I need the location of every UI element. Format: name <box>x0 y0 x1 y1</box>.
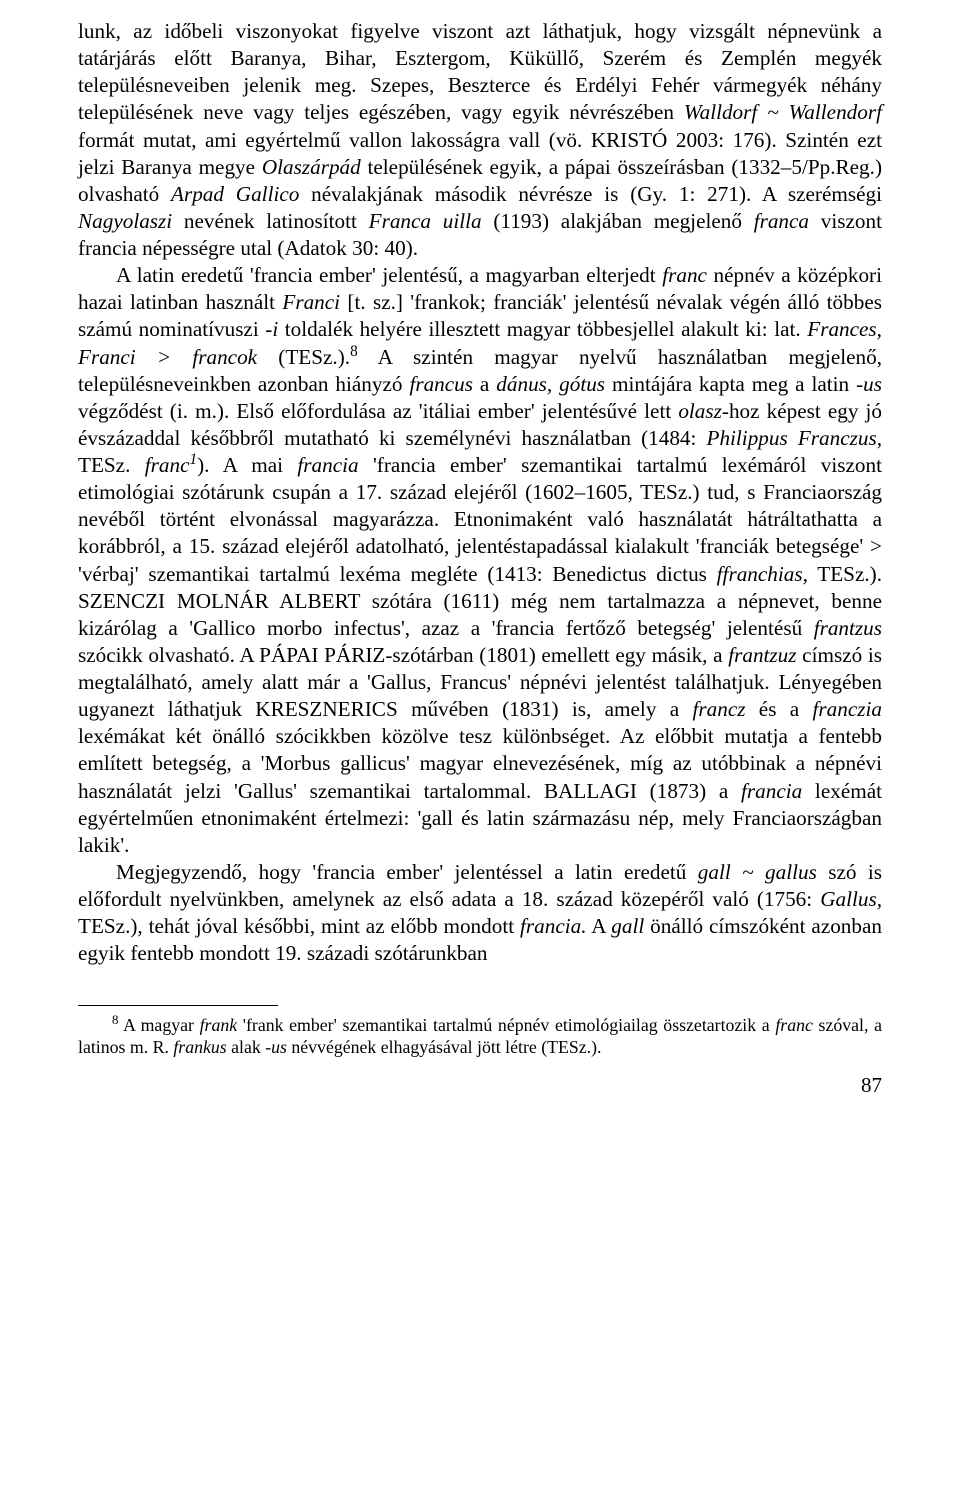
footnote-separator <box>78 1005 278 1006</box>
text-smallcaps: LBERT <box>295 589 360 613</box>
text: a <box>473 372 496 396</box>
text: névalakjának második névrésze is (Gy. 1:… <box>299 182 882 206</box>
text-italic: Olaszárpád <box>262 155 361 179</box>
text-italic: Arpad Gallico <box>171 182 299 206</box>
text-italic: francus <box>409 372 473 396</box>
paragraph-1: lunk, az időbeli viszonyokat figyelve vi… <box>78 18 882 262</box>
footnote-8: 8 A magyar frank 'frank ember' szemantik… <box>78 1014 882 1058</box>
text: művében (1831) is, amely a <box>398 697 693 721</box>
text-italic: gall <box>611 914 644 938</box>
text-italic: francia <box>741 779 802 803</box>
text-smallcaps: RISTÓ <box>606 128 667 152</box>
text: végződést (i. m.). Első előfordulása az … <box>78 399 678 423</box>
text-italic: Philippus Franczus, <box>707 426 883 450</box>
text: ). A mai <box>197 453 297 477</box>
text: 'frank ember' szemantikai tartalmú népné… <box>237 1015 775 1035</box>
text: M <box>165 589 196 613</box>
text: mintájára kapta meg a latin <box>605 372 856 396</box>
text-italic: Franci <box>282 290 340 314</box>
text: nevének latinosított <box>172 209 368 233</box>
text: szócikk olvasható. A P <box>78 643 271 667</box>
text-smallcaps: OLNÁR <box>196 589 269 613</box>
text: és a <box>745 697 812 721</box>
text-italic: gall ~ gallus <box>698 860 817 884</box>
text-italic: dánus, gótus <box>496 372 605 396</box>
text-italic: olasz <box>678 399 722 423</box>
text-italic: francz <box>693 697 746 721</box>
text: A <box>269 589 295 613</box>
text: TESz.), tehát jóval későbbi, mint az elő… <box>78 914 520 938</box>
text: A <box>587 914 612 938</box>
text-smallcaps: ALLAGI <box>558 779 637 803</box>
text-italic: franczia <box>813 697 882 721</box>
text: (1873) a <box>637 779 741 803</box>
text-italic: Gallus, <box>820 887 882 911</box>
footnote-ref: 8 <box>350 342 358 359</box>
text: alak <box>227 1037 266 1057</box>
text-italic: Franca uilla <box>369 209 482 233</box>
text-italic: ffranchias, <box>717 562 808 586</box>
text-italic: franc <box>775 1015 813 1035</box>
text-italic: frank <box>200 1015 238 1035</box>
text: (TESz.). <box>257 345 350 369</box>
text: Megjegyzendő, hogy 'francia ember' jelen… <box>116 860 698 884</box>
text-italic: Nagyolaszi <box>78 209 172 233</box>
text-italic: francia. <box>520 914 587 938</box>
text: formát mutat, ami egyértelmű vallon lako… <box>78 128 606 152</box>
paragraph-2: A latin eredetű 'francia ember' jelentés… <box>78 262 882 859</box>
text-italic: Walldorf ~ Wallendorf <box>684 100 882 124</box>
text: A magyar <box>118 1015 199 1035</box>
page-number: 87 <box>78 1073 882 1098</box>
text: névvégének elhagyásával jött létre (TESz… <box>287 1037 602 1057</box>
page-container: lunk, az időbeli viszonyokat figyelve vi… <box>0 0 960 1116</box>
text-italic: -i <box>265 317 278 341</box>
text: A latin eredetű 'francia ember' jelentés… <box>116 263 662 287</box>
text-italic: -us <box>856 372 882 396</box>
text: TESz. <box>78 453 145 477</box>
text-italic: frantzus <box>814 616 882 640</box>
text-smallcaps: ÁRIZ <box>336 643 385 667</box>
text-italic: frankus <box>173 1037 226 1057</box>
paragraph-3: Megjegyzendő, hogy 'francia ember' jelen… <box>78 859 882 968</box>
superscript: 1 <box>190 451 198 468</box>
text-smallcaps: ÁPAI <box>271 643 319 667</box>
text-smallcaps: RESZNERICS <box>271 697 398 721</box>
text: -szótárban (1801) emellett egy másik, a <box>385 643 728 667</box>
text-smallcaps: ZENCZI <box>90 589 165 613</box>
text: P <box>318 643 335 667</box>
text-italic: frantzuz <box>728 643 796 667</box>
text-italic: -us <box>265 1037 287 1057</box>
text-italic: franc <box>145 453 190 477</box>
text: toldalék helyére illesztett magyar többe… <box>278 317 807 341</box>
text-italic: franc <box>662 263 707 287</box>
text-italic: franca <box>754 209 809 233</box>
text: (1193) alakjában megjelenő <box>482 209 754 233</box>
text-italic: francia <box>297 453 358 477</box>
